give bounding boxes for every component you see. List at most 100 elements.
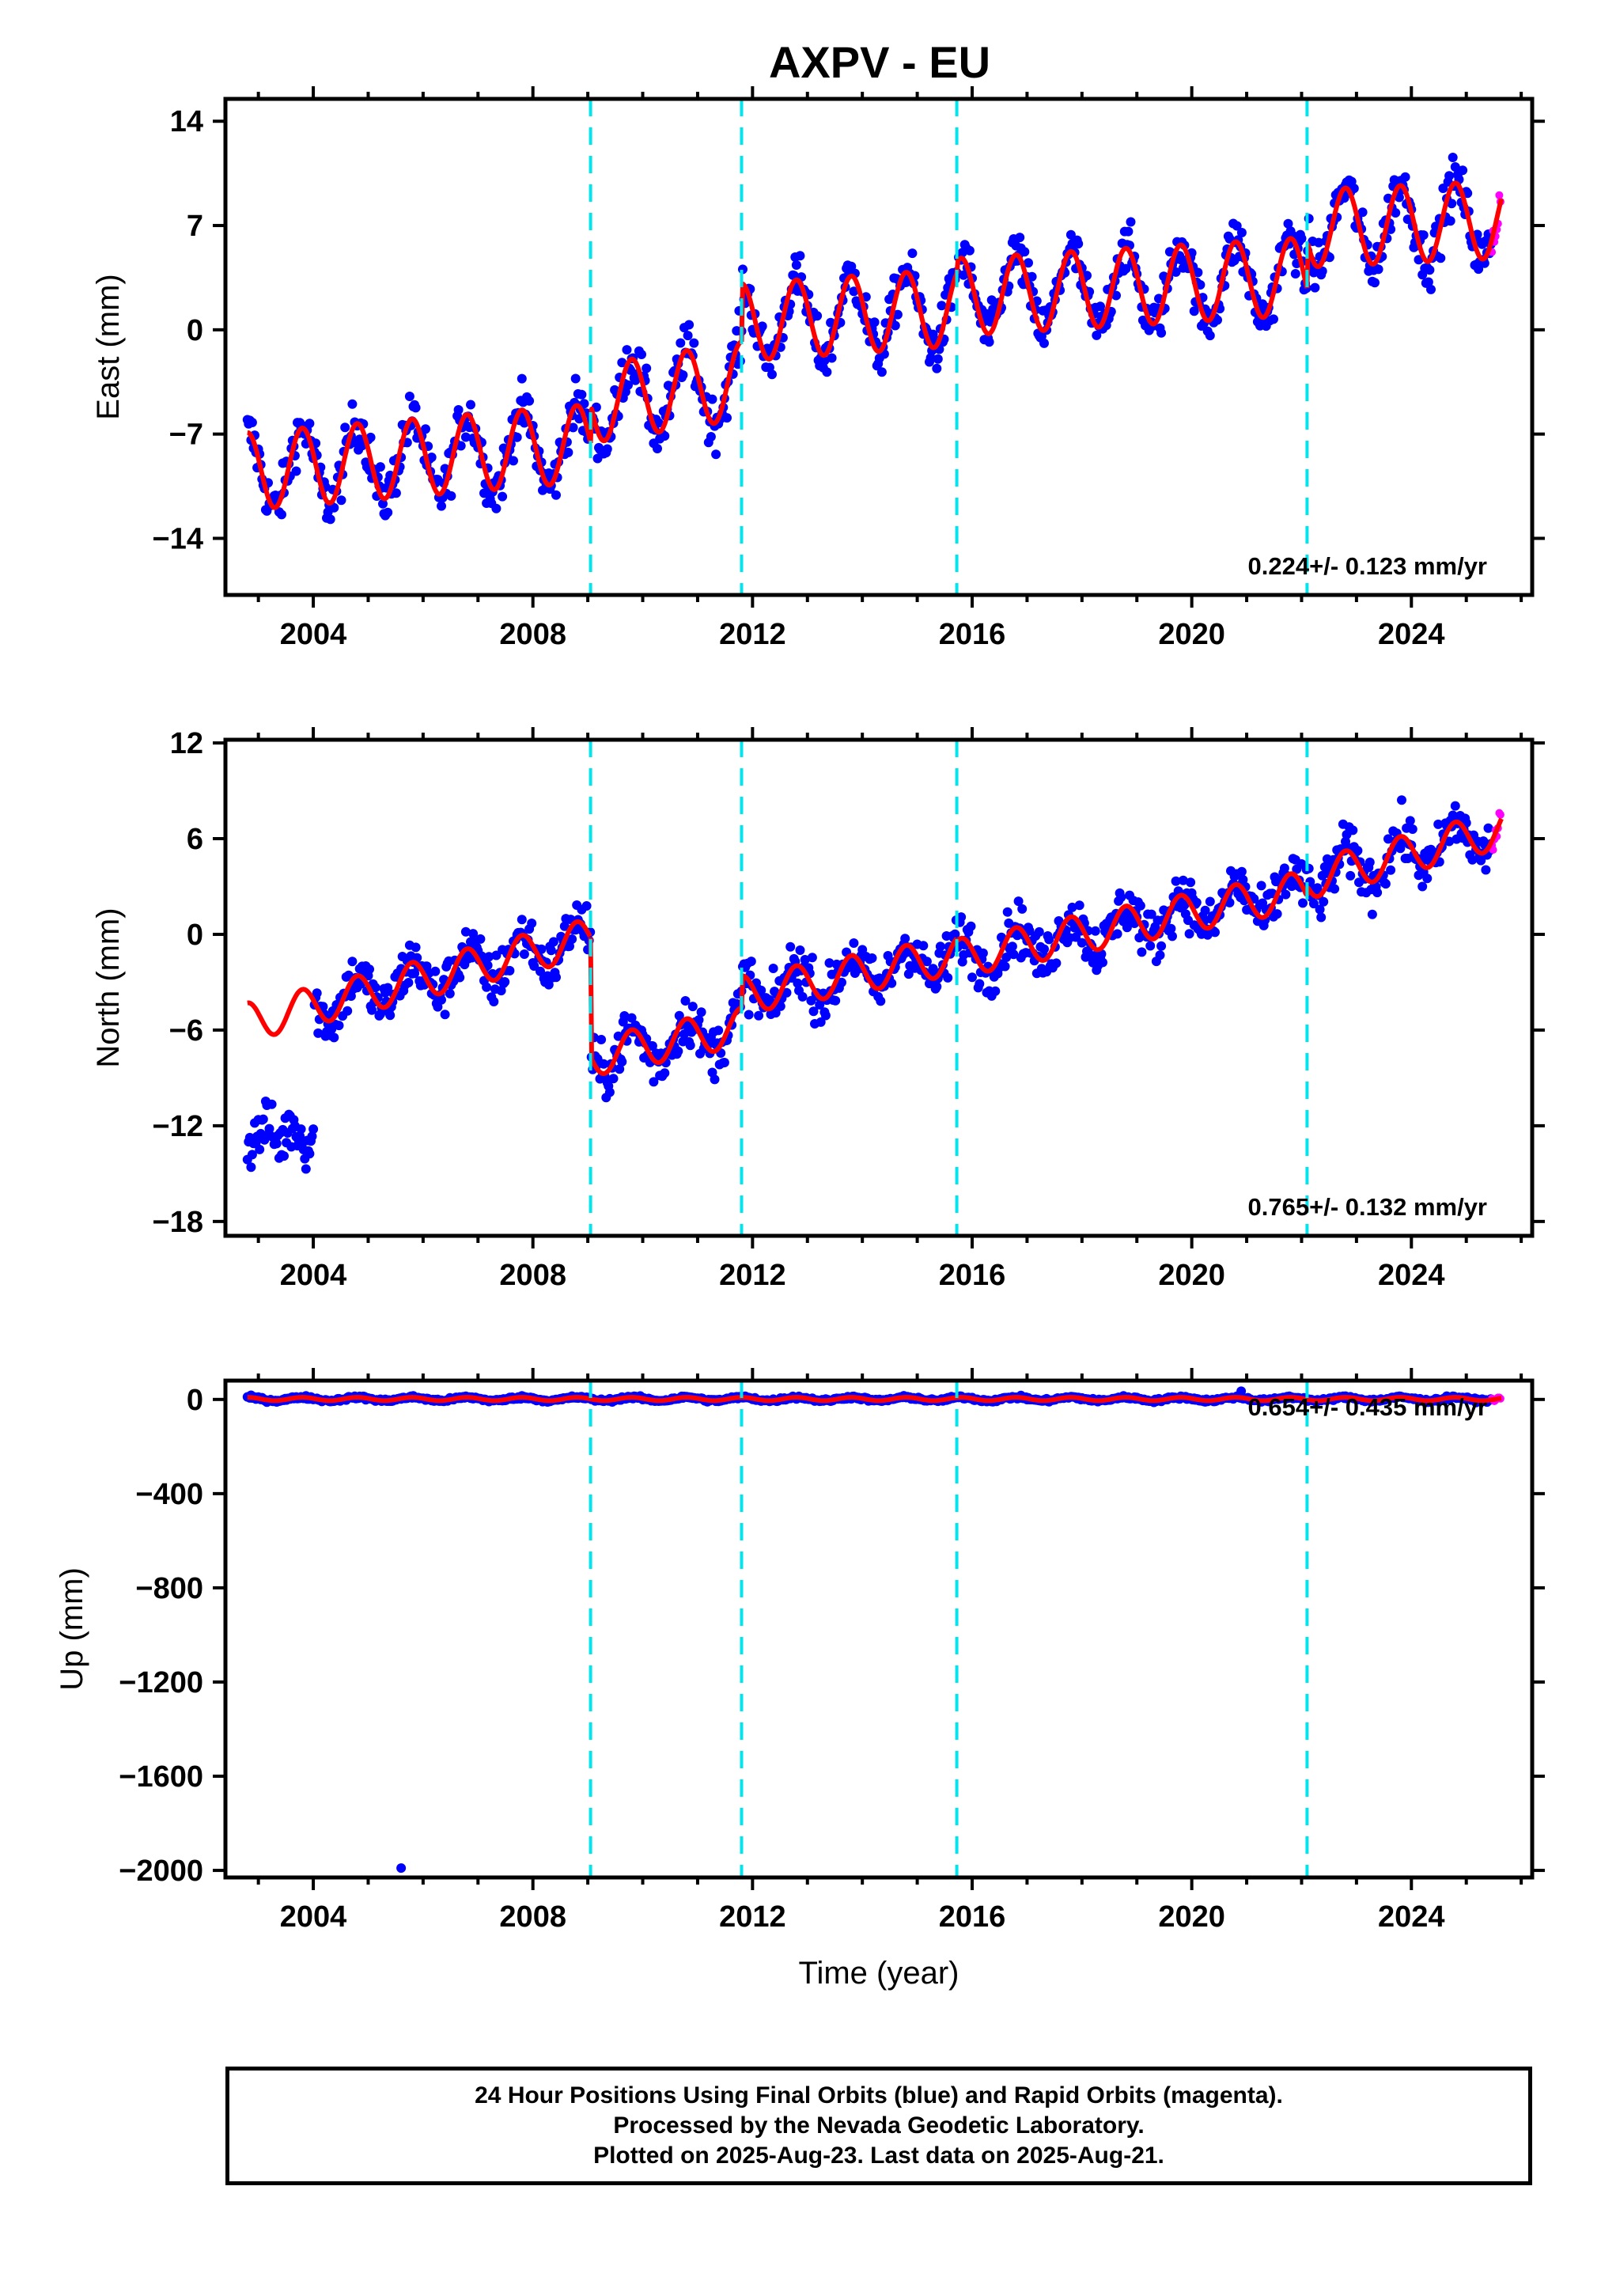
final-orbit-point: [932, 363, 942, 373]
final-orbit-point: [307, 1131, 317, 1142]
final-orbit-point: [824, 958, 835, 968]
final-orbit-point: [876, 367, 887, 377]
final-orbit-point: [365, 964, 374, 975]
x-tick-label: 2004: [280, 1259, 347, 1292]
final-orbit-point: [1316, 912, 1327, 923]
outlier-point: [1236, 1386, 1247, 1396]
final-orbit-point: [334, 1021, 344, 1031]
final-orbit-point: [1269, 314, 1278, 324]
final-orbit-point: [483, 960, 493, 971]
final-orbit-point: [1290, 269, 1300, 278]
final-orbit-point: [653, 444, 662, 453]
final-orbit-point: [581, 901, 592, 911]
final-orbit-point: [433, 1002, 443, 1012]
final-orbit-point: [1156, 941, 1167, 951]
final-orbit-point: [1051, 958, 1062, 968]
x-tick-label: 2012: [719, 1259, 786, 1292]
final-orbit-point: [1400, 172, 1410, 182]
final-orbit-point: [383, 983, 393, 993]
final-orbit-point: [489, 997, 499, 1006]
final-orbit-point: [1024, 258, 1033, 268]
final-orbit-point: [849, 938, 859, 948]
final-orbit-point: [1372, 888, 1383, 898]
final-orbit-point: [887, 978, 897, 988]
final-orbit-point: [1319, 896, 1329, 907]
final-orbit-point: [596, 1035, 607, 1044]
final-orbit-point: [722, 413, 732, 423]
final-orbit-point: [956, 912, 967, 923]
y-tick-label: −800: [135, 1572, 203, 1605]
final-orbit-point: [258, 1114, 268, 1124]
final-orbit-point: [757, 321, 767, 332]
final-orbit-point: [246, 1162, 256, 1173]
final-orbit-point: [807, 953, 817, 963]
final-orbit-point: [1367, 909, 1377, 919]
final-orbit-point: [637, 350, 646, 359]
final-orbit-point: [785, 942, 796, 952]
final-orbit-point: [1312, 883, 1323, 893]
final-orbit-point: [967, 972, 977, 983]
final-orbit-point: [869, 317, 880, 328]
final-orbit-point: [990, 986, 1001, 996]
final-orbit-point: [375, 462, 385, 472]
final-orbit-point: [1317, 266, 1327, 276]
final-orbit-point: [1467, 854, 1478, 865]
final-orbit-point: [484, 952, 494, 962]
x-tick-label: 2016: [939, 1259, 1006, 1292]
final-orbit-point: [1256, 881, 1266, 891]
final-orbit-point: [565, 942, 574, 951]
final-orbit-point: [491, 503, 501, 513]
final-orbit-point: [685, 1040, 695, 1051]
y-tick-label: 0: [187, 1384, 203, 1417]
final-orbit-point: [1200, 905, 1210, 915]
final-orbit-point: [460, 432, 471, 442]
final-orbit-point: [1444, 171, 1455, 181]
x-tick-label: 2020: [1158, 1259, 1225, 1292]
final-orbit-point: [548, 937, 558, 947]
final-orbit-point: [519, 949, 529, 959]
final-orbit-point: [1205, 331, 1215, 341]
y-tick-label: −400: [135, 1478, 203, 1511]
final-orbit-point: [1210, 927, 1220, 938]
model-fit-segment-4: [954, 236, 1310, 336]
final-orbit-point: [1448, 153, 1458, 162]
x-tick-label: 2024: [1378, 1259, 1445, 1292]
final-orbit-point: [622, 345, 632, 355]
final-orbit-point: [491, 950, 501, 960]
final-orbit-point: [1279, 863, 1289, 873]
final-orbit-point: [383, 507, 393, 517]
final-orbit-point: [867, 953, 877, 963]
final-orbit-point: [649, 1077, 659, 1087]
final-orbit-point: [756, 985, 766, 995]
final-orbit-point: [676, 338, 686, 348]
x-axis-label: Time (year): [799, 1956, 959, 1991]
panel-2: 12 6 0 −6 −12 −18 2004 2008 2012 2016 2020 2024 Nort…: [91, 727, 1545, 1292]
final-orbit-point: [279, 1151, 289, 1161]
final-orbit-point: [365, 432, 376, 442]
final-orbit-point: [831, 995, 841, 1006]
final-orbit-point: [1092, 330, 1102, 340]
final-orbit-point: [305, 419, 315, 429]
final-orbit-point: [918, 941, 929, 951]
final-orbit-point: [1171, 267, 1181, 277]
final-orbit-point: [937, 301, 947, 311]
final-orbit-point: [455, 972, 465, 983]
final-orbit-point: [660, 1068, 670, 1078]
final-orbit-point: [403, 978, 414, 987]
final-orbit-point: [1156, 328, 1167, 338]
final-orbit-point: [1425, 265, 1435, 275]
final-orbit-point: [291, 466, 301, 476]
final-orbit-point: [466, 400, 475, 410]
final-orbit-point: [626, 1013, 637, 1023]
final-orbit-point: [1082, 271, 1092, 281]
panel-3: 0 −400 −800 −1200 −1600 −2000 2004 2008 2012 2016…: [55, 1368, 1545, 1934]
x-tick-label: 2016: [939, 618, 1006, 651]
y-tick-label: 12: [170, 727, 203, 760]
model-fit-segment-1: [246, 403, 592, 510]
final-orbit-point: [1135, 900, 1145, 911]
plot-frame: [223, 1378, 1535, 1880]
final-orbit-point: [684, 320, 695, 330]
final-orbit-point: [1444, 836, 1455, 847]
final-orbit-point: [440, 1010, 450, 1020]
x-tick-label: 2012: [719, 618, 786, 651]
